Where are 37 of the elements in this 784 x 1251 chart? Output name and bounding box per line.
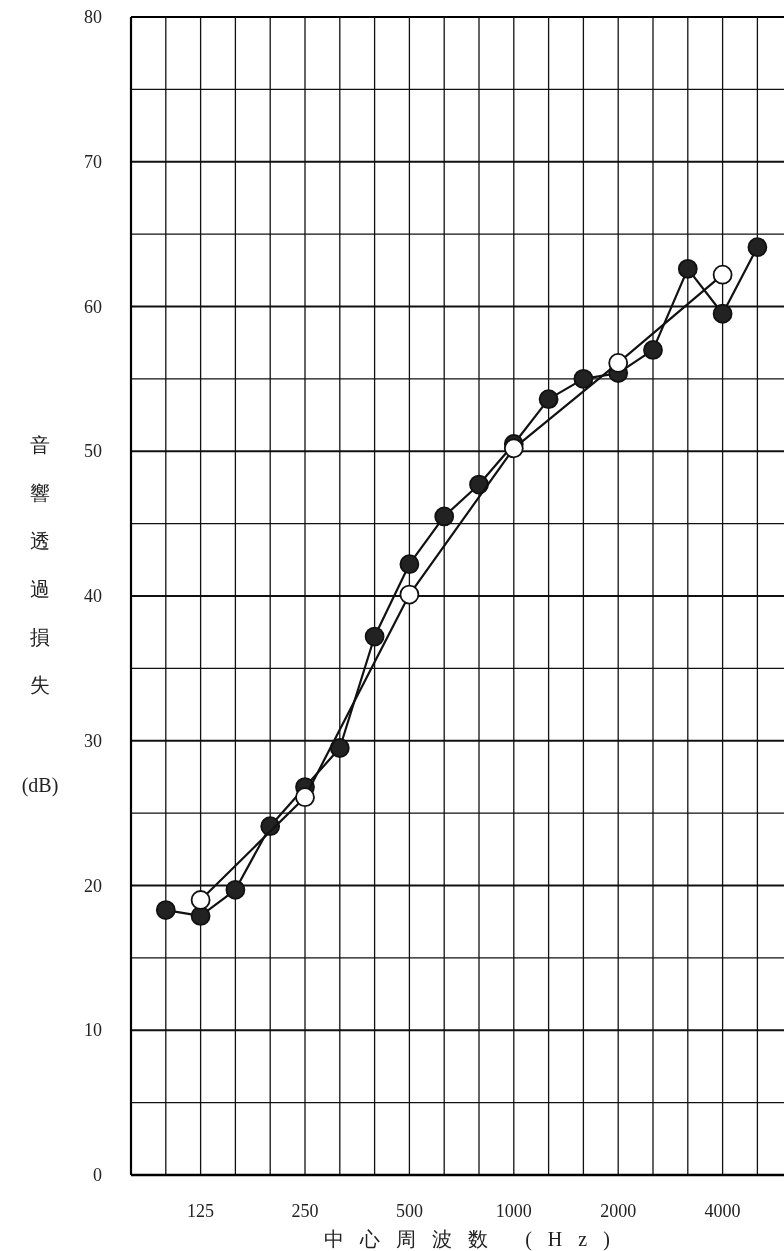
y-tick-label: 70 [84, 151, 102, 172]
y-tick-label: 10 [84, 1020, 102, 1041]
y-tick-label: 0 [93, 1165, 102, 1185]
point [295, 787, 315, 808]
x-tick-label: 2000 [600, 1201, 637, 1221]
y-tick-label: 50 [84, 441, 102, 462]
point [712, 303, 733, 324]
point [712, 264, 733, 285]
y-tick-label: 30 [84, 730, 102, 751]
point [364, 626, 385, 647]
point [573, 368, 594, 389]
point [434, 506, 455, 527]
x-axis-title: 中心周波数 (Hz) [324, 1228, 626, 1251]
text: 音響透過損失(dB) [21, 434, 59, 796]
x-tick-label: 500 [395, 1201, 423, 1221]
point [643, 340, 663, 360]
point [503, 438, 524, 459]
y-tick-label: 80 [84, 7, 102, 27]
y-tick-label: 40 [84, 586, 102, 606]
point [677, 258, 698, 279]
point [190, 890, 211, 910]
point [538, 389, 559, 410]
point [608, 353, 629, 373]
point [225, 879, 246, 900]
y-tick-label: 60 [84, 296, 102, 317]
x-tick-label: 4000 [704, 1201, 741, 1221]
x-tick-label: 250 [291, 1201, 319, 1221]
point [155, 900, 176, 921]
point [747, 237, 768, 258]
point [399, 584, 420, 605]
point [469, 474, 489, 495]
x-tick-label: 1000 [495, 1201, 532, 1221]
y-tick-label: 20 [84, 875, 102, 896]
point [329, 738, 350, 758]
point [399, 554, 420, 575]
x-tick-label: 125 [187, 1201, 215, 1221]
point [190, 906, 211, 926]
